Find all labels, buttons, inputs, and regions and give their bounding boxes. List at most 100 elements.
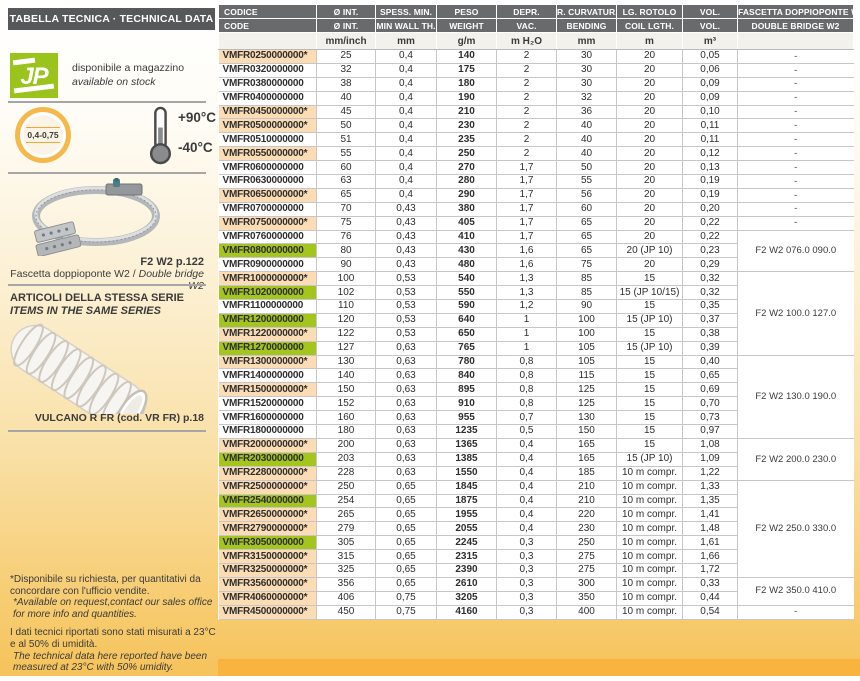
coil-length-cell: 10 m compr.: [616, 507, 683, 523]
divider: [8, 430, 206, 432]
weight-cell: 910: [436, 396, 497, 412]
weight-cell: 180: [436, 76, 497, 92]
int-diameter-cell: 38: [316, 76, 376, 92]
volume-cell: 1,09: [682, 451, 738, 467]
vacuum-cell: 0,3: [496, 604, 557, 620]
volume-cell: 1,61: [682, 535, 738, 551]
clamp-caption: Fascetta doppioponte W2 / Double bridge …: [10, 268, 204, 293]
int-diameter-cell: 254: [316, 493, 376, 509]
int-diameter-cell: 325: [316, 562, 376, 578]
product-code-cell: VMFR1220000000*: [218, 326, 317, 342]
technical-table: CODICE Ø INT. SPESS. MIN. PESO DEPR. R. …: [218, 4, 854, 620]
bending-cell: 60: [556, 201, 617, 217]
min-wall-cell: 0,63: [375, 396, 437, 412]
product-code-cell: VMFR2540000000: [218, 493, 317, 509]
min-wall-cell: 0,4: [375, 62, 437, 78]
coil-length-cell: 20: [616, 62, 683, 78]
bending-cell: 75: [556, 257, 617, 273]
coil-length-cell: 20: [616, 187, 683, 203]
weight-cell: 1550: [436, 465, 497, 481]
vacuum-cell: 1,6: [496, 243, 557, 259]
volume-cell: 0,54: [682, 604, 738, 620]
table-row: VMFR0500000000* 50 0,4 230 2 40 20 0,11-: [218, 118, 854, 134]
coil-length-cell: 20: [616, 174, 683, 189]
volume-cell: 0,65: [682, 368, 738, 384]
product-code-cell: VMFR1400000000: [218, 368, 317, 384]
vacuum-cell: 0,4: [496, 479, 557, 495]
volume-cell: 0,40: [682, 354, 738, 370]
coil-length-cell: 10 m compr.: [616, 465, 683, 481]
table-row: VMFR1100000000 110 0,53 590 1,2 90 15 0,35: [218, 299, 854, 314]
vacuum-cell: 0,4: [496, 465, 557, 481]
bending-cell: 32: [556, 90, 617, 106]
min-wall-cell: 0,4: [375, 76, 437, 92]
min-wall-cell: 0,4: [375, 118, 437, 134]
vacuum-cell: 1: [496, 312, 557, 328]
weight-cell: 3205: [436, 590, 497, 606]
weight-cell: 175: [436, 62, 497, 78]
product-code-cell: VMFR1520000000: [218, 396, 317, 412]
double-bridge-cell: -: [737, 132, 854, 148]
volume-cell: 1,35: [682, 493, 738, 509]
double-bridge-cell: -: [737, 118, 854, 134]
product-code-cell: VMFR4500000000*: [218, 604, 317, 620]
product-code-cell: VMFR0380000000: [218, 76, 317, 92]
volume-cell: 0,11: [682, 118, 738, 134]
vacuum-cell: 0,7: [496, 410, 557, 426]
product-code-cell: VMFR0550000000*: [218, 146, 317, 162]
volume-cell: 0,20: [682, 201, 738, 217]
col-vac: VAC.: [496, 18, 557, 33]
int-diameter-cell: 200: [316, 437, 376, 453]
sidebar: TABELLA TECNICA · TECHNICAL DATA JP disp…: [0, 0, 218, 676]
min-wall-cell: 0,75: [375, 604, 437, 620]
product-code-cell: VMFR0600000000: [218, 160, 317, 176]
min-wall-cell: 0,53: [375, 271, 437, 287]
weight-cell: 250: [436, 146, 497, 162]
weight-cell: 235: [436, 132, 497, 148]
min-wall-cell: 0,65: [375, 521, 437, 537]
volume-cell: 0,32: [682, 285, 738, 301]
int-diameter-cell: 406: [316, 590, 376, 606]
int-diameter-cell: 356: [316, 576, 376, 592]
weight-cell: 1235: [436, 424, 497, 439]
volume-cell: 0,73: [682, 410, 738, 426]
table-row: VMFR0510000000 51 0,4 235 2 40 20 0,11-: [218, 132, 854, 148]
series-item-ref: VULCANO R FR (cod. VR FR) p.18: [34, 412, 204, 424]
vacuum-cell: 0,8: [496, 396, 557, 412]
col-depressione: DEPR.: [496, 4, 557, 19]
vacuum-cell: 0,3: [496, 549, 557, 564]
double-bridge-cell: -: [737, 174, 854, 189]
col-rotolo: LG. ROTOLO: [616, 4, 683, 19]
min-wall-cell: 0,63: [375, 354, 437, 370]
vacuum-cell: 1,7: [496, 229, 557, 245]
coil-length-cell: 10 m compr.: [616, 562, 683, 578]
vacuum-cell: 2: [496, 104, 557, 120]
coil-length-cell: 10 m compr.: [616, 590, 683, 606]
int-diameter-cell: 70: [316, 201, 376, 217]
table-row: VMFR0250000000* 25 0,4 140 2 30 20 0,05-: [218, 49, 854, 64]
volume-cell: 1,41: [682, 507, 738, 523]
stock-label-it: disponibile a magazzino: [72, 62, 185, 75]
coil-length-cell: 20: [616, 229, 683, 245]
volume-cell: 0,09: [682, 76, 738, 92]
product-code-cell: VMFR0650000000*: [218, 187, 317, 203]
table-row: VMFR1400000000 140 0,63 840 0,8 115 15 0,65: [218, 368, 854, 384]
volume-cell: 1,48: [682, 521, 738, 537]
vacuum-cell: 0,4: [496, 437, 557, 453]
coil-length-cell: 10 m compr.: [616, 535, 683, 551]
coil-length-cell: 20: [616, 76, 683, 92]
int-diameter-cell: 110: [316, 299, 376, 314]
min-wall-cell: 0,4: [375, 160, 437, 176]
min-wall-cell: 0,65: [375, 576, 437, 592]
note-availability-en: *Available on request,contact our sales …: [13, 597, 213, 620]
vacuum-cell: 2: [496, 132, 557, 148]
unit-m: m: [616, 32, 683, 50]
coil-length-cell: 20: [616, 257, 683, 273]
table-row: VMFR1200000000 120 0,53 640 1 100 15 (JP 10) 0,…: [218, 312, 854, 328]
product-code-cell: VMFR2650000000*: [218, 507, 317, 523]
volume-cell: 0,13: [682, 160, 738, 176]
min-wall-cell: 0,65: [375, 562, 437, 578]
int-diameter-cell: 120: [316, 312, 376, 328]
bending-cell: 210: [556, 493, 617, 509]
double-bridge-cell: -: [737, 604, 854, 620]
